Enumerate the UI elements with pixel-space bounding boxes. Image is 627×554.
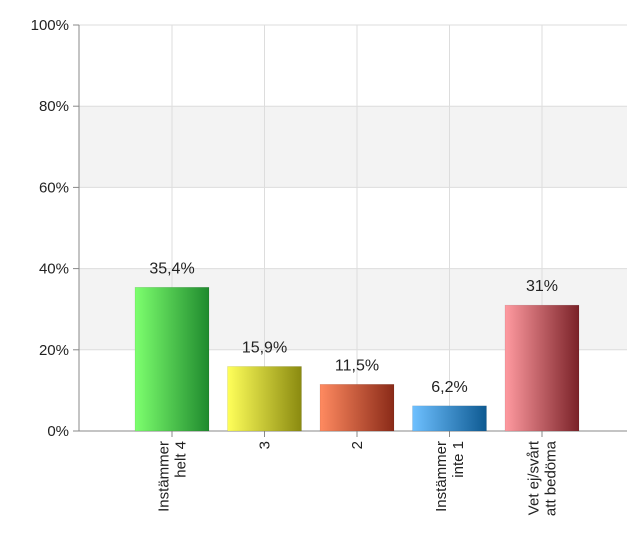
y-tick-label: 0% xyxy=(47,423,69,440)
x-tick-label: 3 xyxy=(257,441,274,449)
y-tick-label: 60% xyxy=(39,179,69,196)
bar xyxy=(227,366,302,432)
x-tick-label-line: Instämmer xyxy=(156,441,173,512)
x-tick-label-line: Vet ej/svårt xyxy=(526,440,543,515)
x-tick-label: Instämmer helt 4 xyxy=(156,441,190,512)
background-band xyxy=(79,106,627,188)
bar xyxy=(412,405,487,432)
bar-value-label: 15,9% xyxy=(242,339,287,356)
bar-value-label: 11,5% xyxy=(335,357,379,374)
x-tick-labels: Instämmer helt 4 3 2 Instämmer inte 1 Vet ej/s… xyxy=(156,440,560,516)
data-labels: 35,4% 15,9% 11,5% 6,2% 31% xyxy=(149,260,558,396)
y-tick-label: 40% xyxy=(39,261,69,278)
x-tick-label-line: inte 1 xyxy=(450,441,467,478)
bar-value-label: 31% xyxy=(526,278,558,295)
bar xyxy=(319,384,395,432)
x-tick-label-line: Instämmer xyxy=(433,441,450,512)
bar-value-label: 6,2% xyxy=(431,379,467,396)
y-tick-label: 20% xyxy=(39,342,69,359)
y-tick-label: 100% xyxy=(31,17,69,34)
x-tick-label-line: 3 xyxy=(257,441,274,449)
x-tick-label: Vet ej/svårt att bedöma xyxy=(526,440,560,516)
y-tick-label: 80% xyxy=(39,98,69,115)
bars xyxy=(134,287,580,432)
x-tick-label: Instämmer inte 1 xyxy=(433,441,467,512)
bar-value-label: 35,4% xyxy=(149,260,194,277)
x-tick-label-line: helt 4 xyxy=(173,441,190,478)
x-tick-label: 2 xyxy=(349,441,366,449)
axes: 0% 20% 40% 60% 80% 100% xyxy=(31,17,627,440)
bar xyxy=(504,304,580,432)
bar xyxy=(134,287,210,432)
x-tick-label-line: att bedöma xyxy=(543,440,560,516)
x-tick-label-line: 2 xyxy=(349,441,366,449)
